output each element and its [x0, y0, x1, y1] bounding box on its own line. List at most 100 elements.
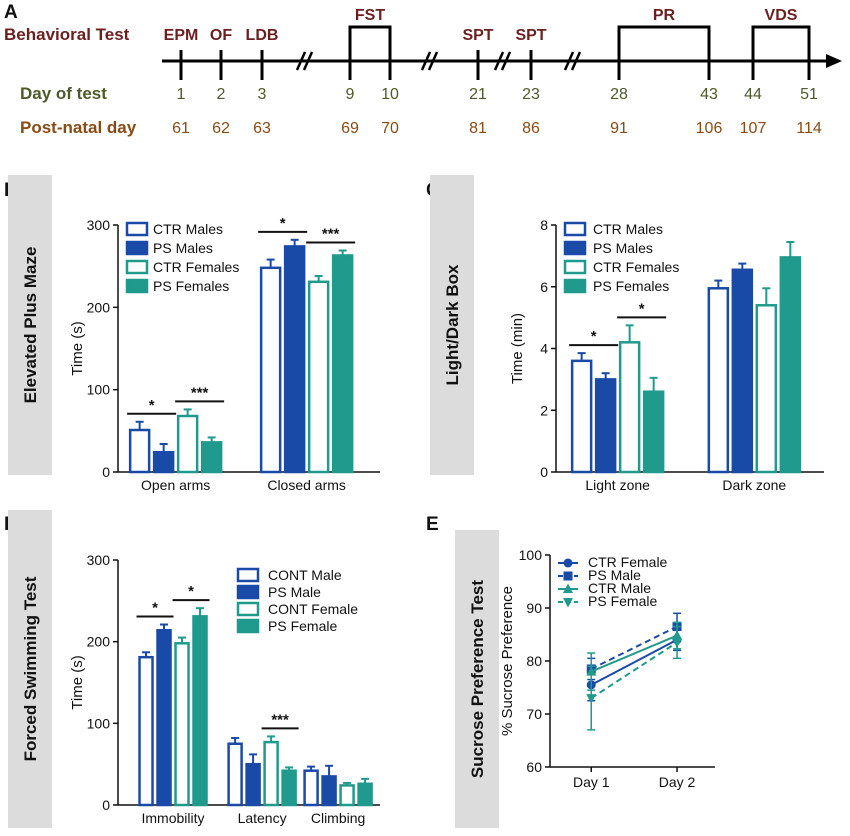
day-value: 10 [381, 86, 399, 103]
bar [731, 268, 754, 474]
x-category-label: Climbing [311, 810, 365, 826]
legend-label: PS Male [588, 567, 641, 583]
side-label-text: Light/Dark Box [443, 264, 462, 385]
legend-label: CTR Male [588, 580, 651, 596]
panel-label-a: A [4, 2, 18, 23]
timeline-breaks [295, 51, 582, 71]
y-tick-label: 0 [102, 464, 110, 480]
significance-marker: * [149, 397, 155, 414]
bar [307, 280, 330, 474]
break-4a [563, 51, 575, 71]
side-label-panel [455, 530, 499, 828]
legend-swatch [236, 567, 260, 583]
bar [156, 628, 172, 807]
y-axis-title: Time (s) [69, 321, 86, 375]
y-axis-title: Time (min) [509, 313, 526, 384]
bar [594, 378, 617, 474]
y-tick-label: 100 [519, 547, 543, 563]
legend-label: CTR Females [153, 259, 239, 275]
y-tick-label: 6 [540, 279, 548, 295]
break-3a [493, 51, 505, 71]
legend-label: CTR Female [588, 554, 668, 570]
series-line [590, 641, 678, 699]
timeline-brackets [348, 25, 811, 50]
day-value: 3 [258, 86, 267, 103]
break-2a [420, 51, 432, 71]
day-value: 51 [800, 86, 818, 103]
x-category-label: Day 1 [573, 774, 610, 790]
bar [303, 769, 319, 807]
y-tick-label: 2 [540, 402, 548, 418]
bar [263, 740, 279, 807]
break-4b [570, 51, 582, 71]
bar [618, 341, 641, 474]
bar [128, 428, 151, 474]
x-category-label: Closed arms [267, 477, 346, 493]
day-value: 23 [522, 86, 540, 103]
legend-label: CTR Males [153, 221, 223, 237]
significance-marker: * [152, 600, 158, 617]
bar [152, 450, 175, 474]
panel-label-e: E [426, 514, 439, 535]
bar [174, 642, 190, 807]
test-pr: PR [653, 7, 676, 24]
y-tick-label: 100 [87, 715, 111, 731]
x-category-label: Immobility [142, 810, 205, 826]
y-tick-label: 300 [87, 217, 111, 233]
x-category-label: Light zone [585, 477, 650, 493]
significance-marker: *** [191, 384, 209, 401]
timeline-ticks [179, 50, 811, 80]
y-tick-label: 90 [526, 600, 542, 616]
legend-swatch [563, 278, 587, 294]
legend-label: CONT Male [268, 567, 342, 583]
chart-elevated-plus-maze: Elevated Plus Maze 0 100 200 300 Time (s) Open… [8, 175, 380, 493]
day-value: 43 [700, 86, 718, 103]
day-of-test-label: Day of test [20, 84, 107, 103]
series-line [590, 638, 678, 686]
day-value: 28 [610, 86, 628, 103]
legend-swatch [125, 278, 149, 294]
bar [176, 414, 199, 474]
x-category-label: Day 2 [659, 774, 696, 790]
day-value: 9 [346, 86, 355, 103]
series-line [590, 625, 678, 670]
bar [357, 782, 373, 807]
test-of: OF [210, 27, 232, 44]
bar [245, 762, 261, 807]
y-tick-label: 300 [87, 552, 111, 568]
legend-label: PS Male [268, 584, 321, 600]
day-value: 21 [469, 86, 487, 103]
y-tick-label: 0 [102, 797, 110, 813]
y-tick-label: 80 [526, 653, 542, 669]
chart-forced-swimming: Forced Swimming Test 0 100 200 300 Time (s) Im… [8, 510, 380, 828]
bar [321, 775, 337, 807]
panel-a: A Behavioral Test Day of test Post-natal… [4, 2, 842, 137]
bracket-vds [751, 25, 811, 50]
timeline-arrowhead [826, 54, 842, 68]
legend-swatch [125, 259, 149, 275]
y-tick-label: 200 [87, 299, 111, 315]
y-tick-label: 8 [540, 217, 548, 233]
test-spt-2: SPT [515, 27, 546, 44]
significance-marker: * [280, 215, 286, 232]
bar [570, 359, 593, 474]
break-1a [295, 51, 307, 71]
bar [259, 266, 282, 474]
legend-swatch [563, 221, 587, 237]
break-3b [500, 51, 512, 71]
y-tick-label: 70 [526, 706, 542, 722]
legend-swatch [125, 221, 149, 237]
bar [642, 390, 665, 474]
test-fst: FST [355, 7, 385, 24]
break-2b [427, 51, 439, 71]
test-epm: EPM [164, 27, 199, 44]
legend-swatch [125, 240, 149, 256]
legend-swatch [563, 240, 587, 256]
bar [227, 742, 243, 807]
pnd-value: 69 [341, 120, 359, 137]
x-category-label: Dark zone [722, 477, 786, 493]
bar [779, 256, 802, 474]
pnd-value: 70 [381, 120, 399, 137]
y-tick-label: 4 [540, 341, 548, 357]
